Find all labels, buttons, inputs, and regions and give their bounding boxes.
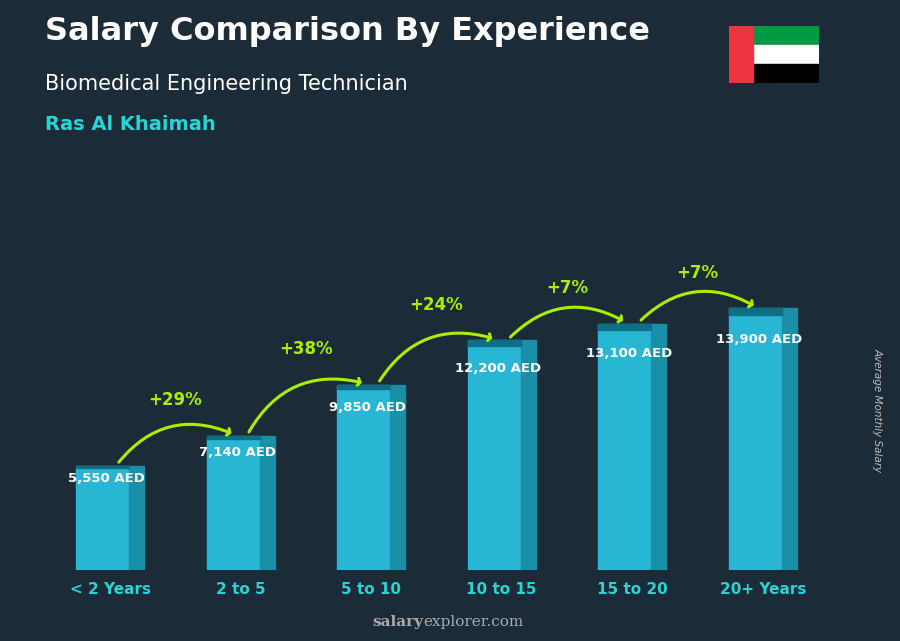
Text: Biomedical Engineering Technician: Biomedical Engineering Technician (45, 74, 408, 94)
Text: explorer.com: explorer.com (423, 615, 523, 629)
Bar (468, 340, 521, 346)
Bar (338, 385, 391, 390)
Bar (207, 436, 260, 439)
Text: 13,100 AED: 13,100 AED (586, 347, 672, 360)
Bar (729, 45, 819, 64)
Text: +38%: +38% (279, 340, 333, 358)
Text: Salary Comparison By Experience: Salary Comparison By Experience (45, 16, 650, 47)
Text: +7%: +7% (677, 264, 718, 282)
Bar (598, 324, 652, 329)
Text: 12,200 AED: 12,200 AED (455, 362, 542, 374)
Bar (652, 324, 666, 570)
Bar (729, 26, 819, 45)
Text: 5,550 AED: 5,550 AED (68, 472, 145, 485)
Bar (521, 340, 535, 570)
Text: 9,850 AED: 9,850 AED (329, 401, 407, 413)
Bar (260, 436, 274, 570)
Bar (391, 385, 405, 570)
Bar (468, 340, 521, 570)
Bar (76, 466, 130, 469)
Bar (76, 466, 130, 570)
Bar (207, 436, 260, 570)
Bar (729, 64, 819, 83)
Bar (729, 308, 782, 570)
Text: 7,140 AED: 7,140 AED (199, 445, 276, 458)
Text: salary: salary (372, 615, 423, 629)
Bar (338, 385, 391, 570)
Bar (729, 308, 782, 315)
Bar (782, 308, 796, 570)
Text: Average Monthly Salary: Average Monthly Salary (872, 348, 883, 472)
Text: +24%: +24% (410, 296, 464, 314)
Text: Ras Al Khaimah: Ras Al Khaimah (45, 115, 216, 135)
Text: 13,900 AED: 13,900 AED (716, 333, 803, 346)
Text: +7%: +7% (546, 279, 588, 297)
Bar (130, 466, 144, 570)
Text: +29%: +29% (148, 392, 202, 410)
Bar (598, 324, 652, 570)
Bar (729, 26, 753, 83)
